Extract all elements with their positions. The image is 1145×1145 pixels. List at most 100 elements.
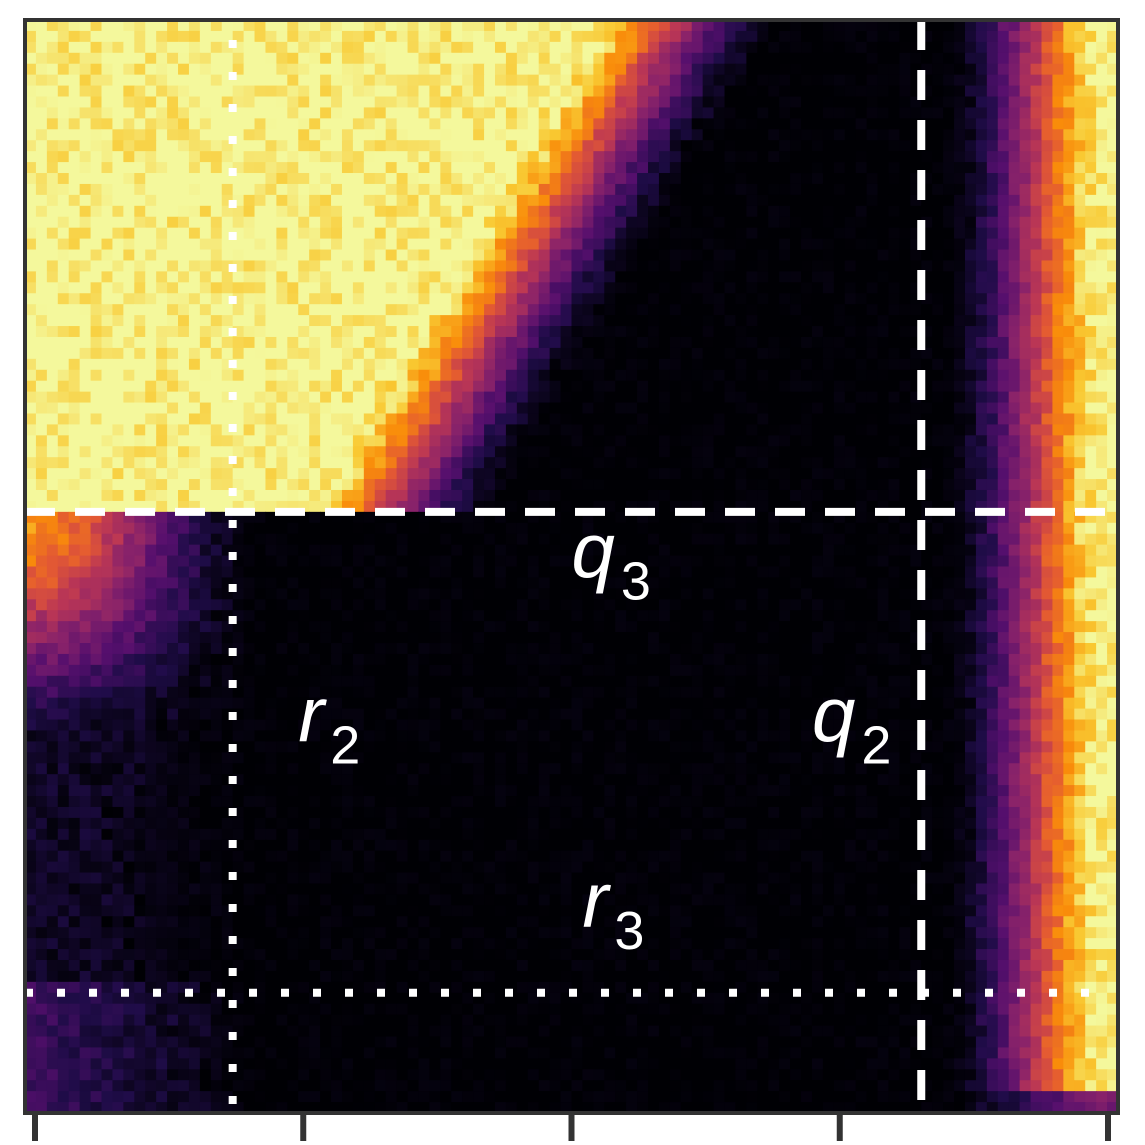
heatmap-cell (352, 96, 365, 109)
heatmap-cell (156, 96, 168, 109)
heatmap-cell (637, 271, 649, 283)
heatmap-cell (25, 41, 37, 54)
heatmap-cell (210, 107, 223, 119)
heatmap-cell (35, 162, 48, 174)
heatmap-cell (735, 457, 747, 469)
heatmap-cell (199, 118, 212, 130)
heatmap-cell (593, 271, 605, 283)
heatmap-cell (855, 41, 868, 54)
heatmap-cell (1085, 282, 1097, 294)
heatmap-cell (221, 249, 234, 262)
heatmap-cell (243, 533, 256, 546)
heatmap-cell (134, 544, 146, 557)
heatmap-cell (188, 162, 201, 174)
heatmap-cell (571, 118, 584, 130)
heatmap-cell (363, 282, 376, 294)
heatmap-cell (363, 380, 376, 393)
heatmap-cell (648, 511, 660, 524)
heatmap-cell (1096, 391, 1108, 404)
heatmap-cell (1074, 140, 1086, 152)
heatmap-cell (954, 380, 966, 393)
heatmap-cell (25, 347, 37, 360)
heatmap-cell (167, 435, 179, 447)
heatmap-cell (57, 74, 70, 87)
heatmap-cell (1019, 63, 1032, 76)
heatmap-cell (768, 107, 780, 119)
heatmap-cell (1019, 402, 1032, 415)
heatmap-cell (615, 336, 627, 349)
heatmap-cell (156, 118, 168, 130)
heatmap-cell (746, 413, 758, 426)
heatmap-cell (440, 479, 452, 491)
heatmap-cell (746, 52, 758, 65)
heatmap-cell (221, 424, 234, 436)
heatmap-cell (932, 555, 944, 568)
heatmap-cell (1074, 85, 1086, 98)
heatmap-cell (811, 369, 824, 382)
heatmap-cell (46, 391, 59, 404)
heatmap-cell (418, 41, 431, 54)
heatmap-cell (199, 500, 212, 513)
heatmap-cell (199, 282, 212, 294)
heatmap-cell (1085, 479, 1097, 491)
heatmap-cell (921, 446, 933, 458)
heatmap-cell (90, 249, 103, 262)
heatmap-cell (680, 183, 693, 196)
heatmap-cell (811, 468, 824, 480)
heatmap-cell (844, 41, 857, 54)
heatmap-cell (658, 380, 671, 393)
heatmap-cell (626, 63, 638, 76)
heatmap-cell (637, 227, 649, 240)
heatmap-cell (265, 63, 277, 76)
heatmap-cell (658, 522, 671, 535)
heatmap-cell (593, 63, 605, 76)
heatmap-cell (210, 358, 223, 371)
heatmap-cell (669, 347, 682, 360)
heatmap-cell (626, 446, 638, 458)
heatmap-cell (549, 522, 562, 535)
heatmap-cell (658, 511, 671, 524)
heatmap-cell (473, 63, 485, 76)
heatmap-cell (604, 216, 616, 229)
heatmap-cell (1019, 227, 1032, 240)
heatmap-cell (331, 183, 343, 196)
heatmap-cell (604, 30, 616, 43)
heatmap-cell (112, 391, 124, 404)
heatmap-cell (46, 511, 59, 524)
heatmap-cell (1074, 468, 1086, 480)
heatmap-cell (910, 402, 922, 415)
heatmap-cell (505, 85, 518, 98)
heatmap-cell (79, 205, 92, 218)
heatmap-cell (1096, 358, 1108, 371)
heatmap-cell (123, 391, 135, 404)
heatmap-cell (46, 304, 59, 316)
heatmap-cell (46, 402, 59, 415)
heatmap-cell (855, 522, 868, 535)
heatmap-cell (746, 107, 758, 119)
heatmap-cell (724, 282, 737, 294)
heatmap-cell (462, 52, 474, 65)
heatmap-cell (833, 30, 846, 43)
heatmap-cell (112, 151, 124, 163)
heatmap-cell (243, 304, 256, 316)
heatmap-cell (505, 479, 518, 491)
heatmap-cell (790, 347, 802, 360)
heatmap-cell (385, 555, 398, 568)
heatmap-cell (156, 129, 168, 141)
heatmap-cell (287, 413, 299, 426)
heatmap-cell (287, 216, 299, 229)
heatmap-cell (1019, 293, 1032, 305)
heatmap-cell (768, 41, 780, 54)
heatmap-cell (910, 151, 922, 163)
heatmap-cell (199, 173, 212, 185)
heatmap-cell (757, 282, 769, 294)
heatmap-cell (112, 282, 124, 294)
heatmap-cell (68, 446, 81, 458)
heatmap-cell (560, 249, 573, 262)
heatmap-cell (167, 63, 179, 76)
heatmap-cell (844, 85, 857, 98)
heatmap-cell (1041, 63, 1054, 76)
heatmap-cell (429, 424, 441, 436)
heatmap-cell (352, 391, 365, 404)
heatmap-cell (702, 347, 715, 360)
